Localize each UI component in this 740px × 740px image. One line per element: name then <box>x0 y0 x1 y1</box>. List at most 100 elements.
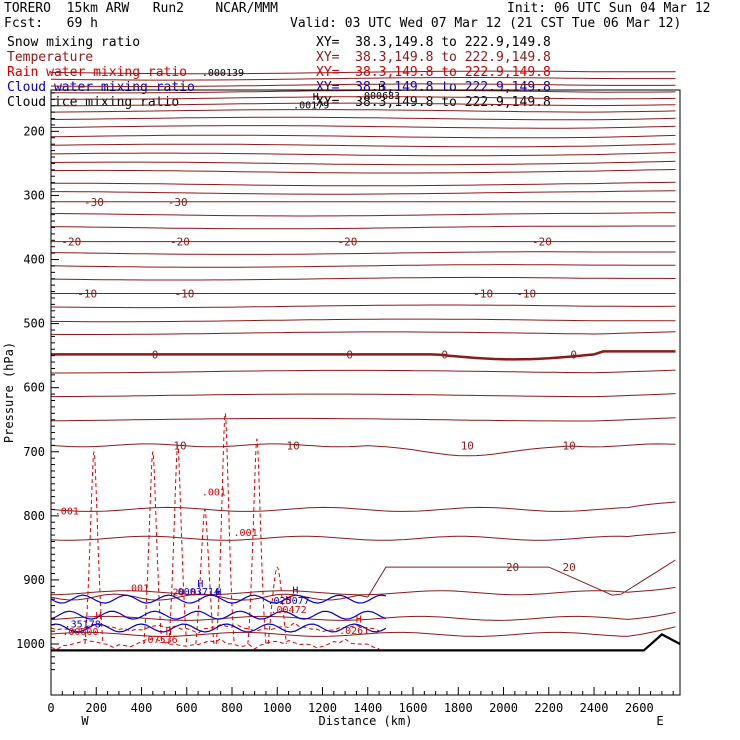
init-time: Init: 06 UTC Sun 04 Mar 12 <box>507 1 711 16</box>
field-extremum-label: H <box>286 595 292 606</box>
isotherm-label: 10 <box>461 439 474 452</box>
rain-contour <box>267 566 287 645</box>
isotherm-line <box>50 417 676 422</box>
field-extremum-label: .001 <box>202 487 226 498</box>
isotherm-line <box>50 77 676 81</box>
field-extremum-label: .001 <box>234 528 258 539</box>
field-extremum-label: H <box>292 586 298 597</box>
cloud-water-contour <box>50 623 387 633</box>
rain-contour-low <box>50 638 380 651</box>
isotherm-label: -20 <box>532 236 552 249</box>
isotherm-line-lower <box>50 611 676 621</box>
isotherm-line <box>50 331 676 335</box>
plot-frame <box>50 89 681 696</box>
rain-contour <box>168 444 188 645</box>
isotherm-label: 0 <box>441 348 448 361</box>
isotherm-20 <box>50 559 676 601</box>
x-tick-label: 1200 <box>308 701 337 715</box>
field-extremum-label: .00472 <box>271 605 307 616</box>
legend-xy-temperature: XY= 38.3,149.8 to 222.9,149.8 <box>316 50 551 65</box>
field-extremum-label: .000683 <box>358 91 400 102</box>
x-tick-label: 200 <box>85 701 107 715</box>
isotherm-line-lower <box>50 501 676 512</box>
isotherm-label: -10 <box>516 287 536 300</box>
field-extremum-label: H <box>313 92 319 103</box>
isotherm-line <box>50 134 676 139</box>
isotherm-label: -10 <box>175 287 195 300</box>
isotherm-line <box>51 190 676 195</box>
isotherm-label: 10 <box>286 439 299 452</box>
isotherm-line <box>51 369 676 374</box>
isotherm-line <box>50 318 676 323</box>
forecast-hour: Fcst: 69 h <box>4 16 98 31</box>
field-extremum-label: .35178 <box>65 619 101 630</box>
x-tick-label: 1600 <box>399 701 428 715</box>
isotherm-line-lower <box>50 626 676 637</box>
field-extremum-label: .00000 <box>62 627 98 638</box>
legend-label-snow: Snow mixing ratio <box>7 35 141 50</box>
isotherm-line <box>50 181 676 187</box>
legend-label-cloud-water: Cloud water mixing ratio <box>7 80 195 95</box>
isotherm-line <box>50 143 676 148</box>
isotherm-line <box>50 125 676 129</box>
x-tick-label: 2400 <box>580 701 609 715</box>
x-tick-label: 600 <box>176 701 198 715</box>
rain-contour <box>143 451 163 645</box>
y-tick-label: 1000 <box>16 637 45 651</box>
y-tick-label: 700 <box>23 445 45 459</box>
rain-contour <box>84 451 104 645</box>
isotherm-line <box>50 251 676 255</box>
legend-xy-snow: XY= 38.3,149.8 to 222.9,149.8 <box>316 35 551 50</box>
y-tick-label: 800 <box>23 509 45 523</box>
legend-xy-cloud-ice: XY= 38.3,149.8 to 222.9,149.8 <box>316 95 551 110</box>
isotherm-line <box>50 109 676 113</box>
field-extremum-label: H <box>356 614 362 625</box>
field-extremum-label: H <box>95 611 101 622</box>
isotherm-line <box>50 83 676 87</box>
isotherm-label: -10 <box>77 287 97 300</box>
field-extremum-label: .0261 <box>339 626 369 637</box>
field-extremum-label: .000139 <box>202 68 244 79</box>
isotherm-label: -30 <box>84 196 104 209</box>
valid-time: Valid: 03 UTC Wed 07 Mar 12 (21 CST Tue … <box>290 16 682 31</box>
isotherm-label: -30 <box>168 196 188 209</box>
field-extremum-label: .0003714 <box>172 587 220 598</box>
field-extremum-label: .00179 <box>293 100 329 111</box>
field-extremum-label: H <box>166 627 172 638</box>
field-extremum-label: .001 <box>55 507 79 518</box>
rain-contour <box>195 508 215 645</box>
field-extremum-label: .07536 <box>142 635 178 646</box>
y-tick-label: 600 <box>23 381 45 395</box>
isotherm-line-lower <box>50 586 676 596</box>
isotherm-label: 10 <box>173 439 186 452</box>
y-tick-label: 400 <box>23 253 45 267</box>
field-extremum-label: H <box>215 587 221 598</box>
isotherm-10 <box>50 443 676 457</box>
isotherm-line <box>50 116 676 121</box>
y-axis-title: Pressure (hPa) <box>2 342 16 443</box>
isotherm-label: 0 <box>152 348 159 361</box>
isotherm-line <box>50 276 676 281</box>
rain-contour <box>215 412 235 645</box>
x-tick-label: 1800 <box>444 701 473 715</box>
x-tick-label: 2600 <box>625 701 654 715</box>
x-axis-title: Distance (km) <box>319 714 413 728</box>
isotherm-line <box>50 304 676 309</box>
cloud-water-contour <box>50 594 387 604</box>
field-extremum-label: .001 <box>125 584 149 595</box>
legend-label-rain: Rain water mixing ratio <box>7 65 188 80</box>
isotherm-line <box>50 152 676 157</box>
isotherm-label: -20 <box>337 236 357 249</box>
isotherm-label: -20 <box>170 236 190 249</box>
terrain-line <box>51 633 681 652</box>
x-tick-label: 2200 <box>534 701 563 715</box>
x-end-label-west: W <box>81 714 89 728</box>
x-tick-label: 400 <box>131 701 153 715</box>
isotherm-label: 20 <box>563 561 576 574</box>
rain-contour <box>247 438 267 645</box>
x-tick-label: 2000 <box>489 701 518 715</box>
isotherm-line <box>50 169 676 174</box>
isotherm-0 <box>51 350 676 361</box>
x-tick-label: 1000 <box>263 701 292 715</box>
